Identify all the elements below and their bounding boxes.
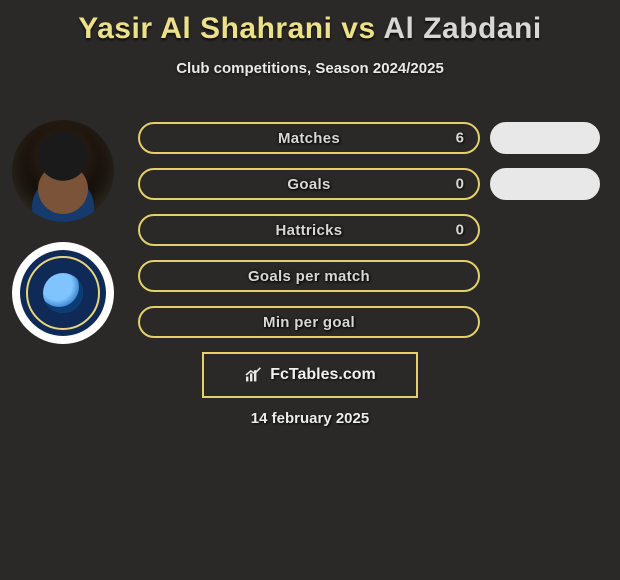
- stat-pill-goals-per-match: Goals per match: [138, 260, 480, 292]
- barchart-icon: [244, 367, 264, 383]
- stat-pill-matches: Matches 6: [138, 122, 480, 154]
- comparison-title: Yasir Al Shahrani vs Al Zabdani: [0, 0, 620, 46]
- stat-label: Goals: [287, 176, 330, 193]
- stat-label: Goals per match: [248, 268, 370, 285]
- title-player1: Yasir Al Shahrani: [78, 12, 332, 45]
- stat-label: Min per goal: [263, 314, 355, 331]
- stat-pill-min-per-goal: Min per goal: [138, 306, 480, 338]
- stat-pill-p2-matches: [490, 122, 600, 154]
- title-player2: Al Zabdani: [383, 12, 541, 45]
- stat-row: Min per goal: [138, 306, 480, 338]
- avatar-column: [8, 120, 118, 364]
- stat-row: Matches 6: [138, 122, 480, 154]
- stat-row: Goals per match: [138, 260, 480, 292]
- stat-row: Goals 0: [138, 168, 480, 200]
- stat-value: 0: [456, 222, 464, 239]
- snapshot-date: 14 february 2025: [0, 410, 620, 427]
- stat-label: Matches: [278, 130, 340, 147]
- stat-label: Hattricks: [276, 222, 343, 239]
- stat-value: 6: [456, 130, 464, 147]
- logo-text: FcTables.com: [270, 366, 376, 384]
- stat-pill-hattricks: Hattricks 0: [138, 214, 480, 246]
- club-avatar: [12, 242, 114, 344]
- club-ball-icon: [43, 273, 83, 313]
- club-badge: [20, 250, 106, 336]
- player-avatar: [12, 120, 114, 222]
- stats-column-player2: [490, 122, 600, 214]
- title-vs: vs: [341, 12, 375, 45]
- stat-pill-p2-goals: [490, 168, 600, 200]
- stats-column-player1: Matches 6 Goals 0 Hattricks 0 Goals per …: [138, 122, 480, 352]
- subtitle: Club competitions, Season 2024/2025: [0, 60, 620, 77]
- source-logo: FcTables.com: [202, 352, 418, 398]
- stat-row: Hattricks 0: [138, 214, 480, 246]
- stat-value: 0: [456, 176, 464, 193]
- stat-pill-goals: Goals 0: [138, 168, 480, 200]
